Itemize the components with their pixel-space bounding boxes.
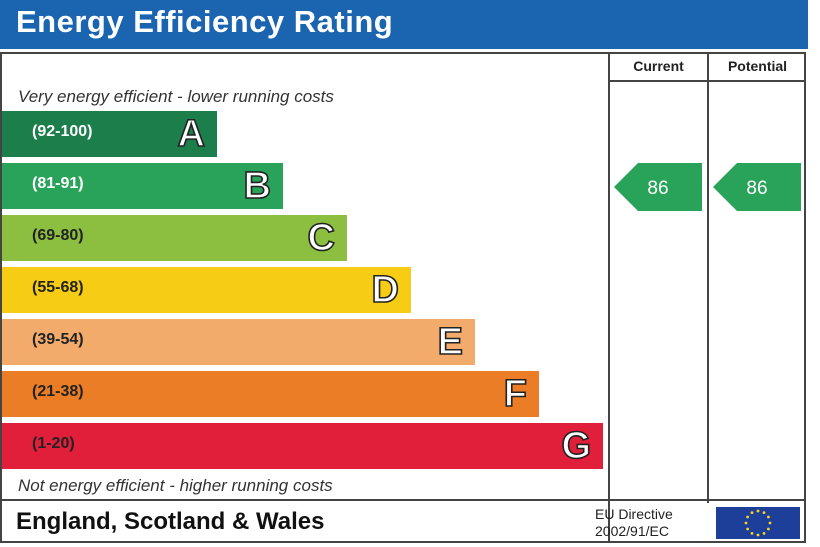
band-letter: G [561,424,592,468]
current-rating-arrow: 86 [614,163,702,216]
band-letter: F [503,372,528,416]
band-range-label: (81-91) [32,175,84,192]
rating-band-f: (21-38) F [2,371,539,417]
title-bar: Energy Efficiency Rating [0,0,808,49]
footer-divider [0,499,806,501]
eu-directive-line1: EU Directive [595,506,673,522]
rating-value: 86 [746,178,767,199]
band-range-label: (1-20) [32,435,75,452]
bottom-note: Not energy efficient - higher running co… [18,476,333,495]
band-letter: C [307,216,336,260]
eu-directive-text: EU Directive 2002/91/EC [595,506,673,540]
rating-arrow-shape [713,163,801,211]
eu-flag-icon [716,507,800,539]
band-letter: D [371,268,400,312]
potential-column-divider [707,52,709,503]
potential-rating-arrow: 86 [713,163,801,216]
rating-band-e: (39-54) E [2,319,475,365]
current-column-divider [608,52,610,543]
rating-frame [0,52,806,543]
band-range-label: (92-100) [32,123,93,140]
top-note: Very energy efficient - lower running co… [18,87,334,106]
rating-band-g: (1-20) G [2,423,603,469]
page-title: Energy Efficiency Rating [16,4,394,39]
region-label: England, Scotland & Wales [16,508,325,535]
rating-band-c: (69-80) C [2,215,347,261]
rating-arrow-shape [614,163,702,211]
band-letter: B [243,164,272,208]
band-letter: E [437,320,464,364]
potential-column-header: Potential [727,58,788,74]
band-letter: A [177,112,206,156]
band-range-label: (39-54) [32,331,84,348]
eu-directive-line2: 2002/91/EC [595,523,669,539]
current-column-header: Current [633,58,684,74]
rating-band-b: (81-91) B [2,163,283,209]
band-range-label: (21-38) [32,383,84,400]
header-divider [608,80,806,82]
band-range-label: (55-68) [32,279,84,296]
rating-band-a: (92-100) A [2,111,217,157]
rating-value: 86 [647,178,668,199]
rating-band-d: (55-68) D [2,267,411,313]
band-range-label: (69-80) [32,227,84,244]
